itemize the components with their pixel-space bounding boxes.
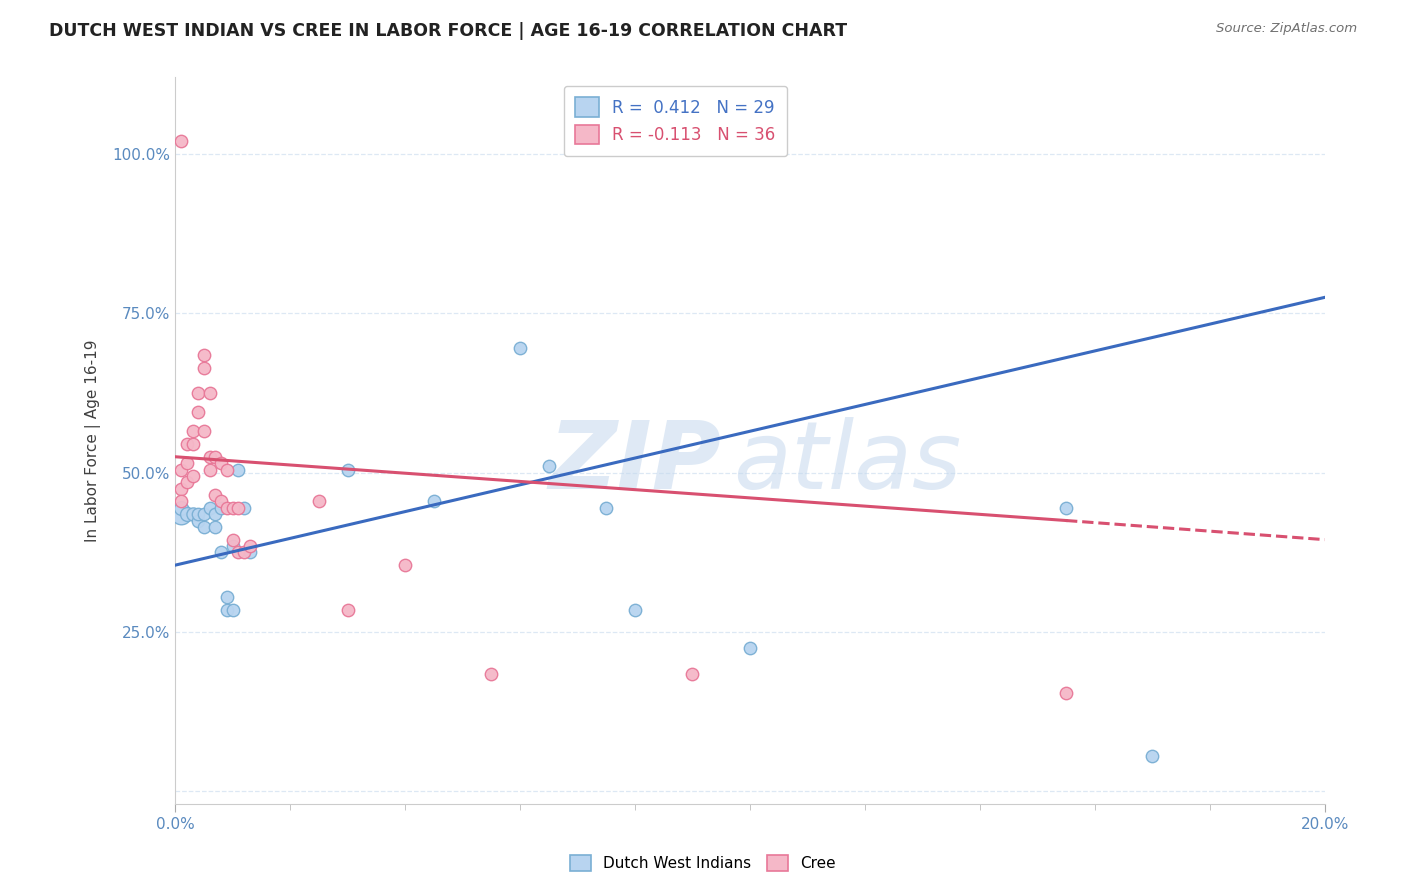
Point: [204, 450, 226, 464]
Point: [170, 494, 193, 508]
Point: [170, 507, 193, 521]
Text: ZIP: ZIP: [548, 417, 721, 508]
Legend: Dutch West Indians, Cree: Dutch West Indians, Cree: [564, 849, 842, 877]
Point: [537, 459, 560, 474]
Point: [209, 545, 232, 559]
Point: [1054, 500, 1077, 515]
Point: [222, 539, 245, 553]
Point: [215, 590, 238, 604]
Point: [682, 666, 704, 681]
Point: [193, 424, 215, 438]
Point: [336, 462, 359, 476]
Text: DUTCH WEST INDIAN VS CREE IN LABOR FORCE | AGE 16-19 CORRELATION CHART: DUTCH WEST INDIAN VS CREE IN LABOR FORCE…: [49, 22, 848, 40]
Point: [228, 500, 250, 515]
Point: [209, 456, 232, 470]
Point: [198, 450, 221, 464]
Point: [176, 456, 198, 470]
Point: [1054, 686, 1077, 700]
Point: [228, 545, 250, 559]
Point: [308, 494, 330, 508]
Point: [233, 500, 256, 515]
Point: [228, 462, 250, 476]
Text: atlas: atlas: [733, 417, 960, 508]
Point: [509, 342, 531, 356]
Point: [170, 482, 193, 496]
Point: [187, 514, 209, 528]
Point: [215, 603, 238, 617]
Point: [209, 500, 232, 515]
Point: [239, 545, 262, 559]
Point: [193, 348, 215, 362]
Point: [215, 500, 238, 515]
Point: [222, 500, 245, 515]
Point: [181, 437, 204, 451]
Point: [170, 134, 193, 148]
Point: [170, 462, 193, 476]
Point: [239, 539, 262, 553]
Point: [624, 603, 647, 617]
Point: [204, 488, 226, 502]
Point: [187, 405, 209, 419]
Point: [215, 462, 238, 476]
Point: [176, 437, 198, 451]
Point: [193, 520, 215, 534]
Point: [176, 475, 198, 490]
Point: [193, 507, 215, 521]
Legend: R =  0.412   N = 29, R = -0.113   N = 36: R = 0.412 N = 29, R = -0.113 N = 36: [564, 86, 787, 156]
Point: [222, 603, 245, 617]
Point: [170, 500, 193, 515]
Point: [233, 545, 256, 559]
Point: [204, 520, 226, 534]
Point: [1142, 749, 1164, 764]
Point: [222, 533, 245, 547]
Point: [198, 386, 221, 401]
Text: Source: ZipAtlas.com: Source: ZipAtlas.com: [1216, 22, 1357, 36]
Y-axis label: In Labor Force | Age 16-19: In Labor Force | Age 16-19: [86, 340, 101, 542]
Point: [394, 558, 416, 573]
Point: [193, 360, 215, 375]
Point: [181, 424, 204, 438]
Point: [738, 640, 761, 655]
Point: [336, 603, 359, 617]
Point: [187, 507, 209, 521]
Point: [595, 500, 617, 515]
Point: [198, 462, 221, 476]
Point: [209, 494, 232, 508]
Point: [187, 386, 209, 401]
Point: [204, 507, 226, 521]
Point: [181, 469, 204, 483]
Point: [176, 507, 198, 521]
Point: [198, 500, 221, 515]
Point: [479, 666, 502, 681]
Point: [181, 507, 204, 521]
Point: [423, 494, 446, 508]
